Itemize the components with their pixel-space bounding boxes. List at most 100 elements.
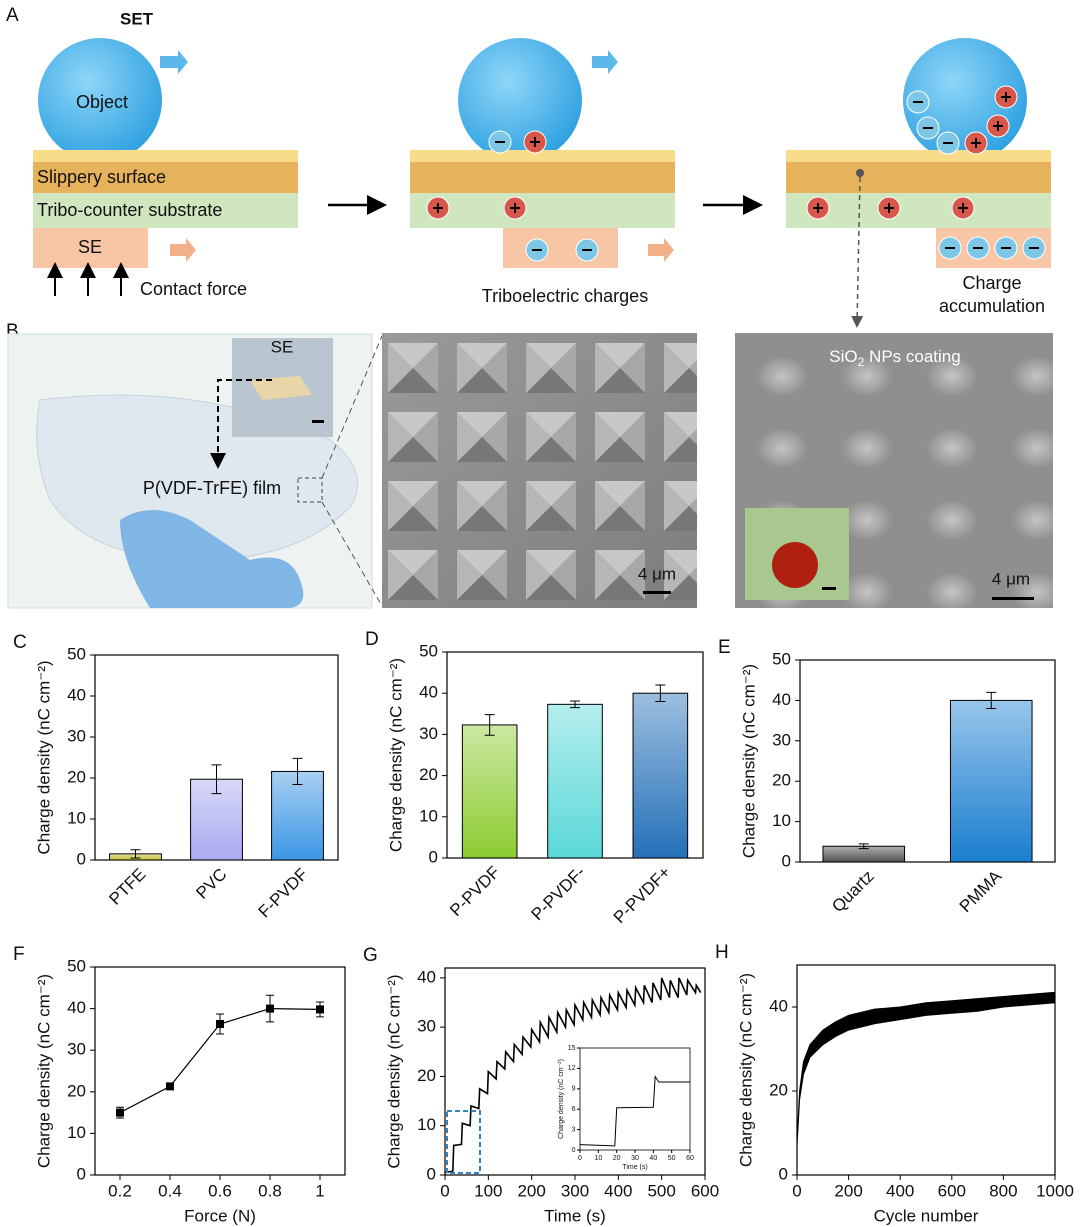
substrate-layer (33, 193, 298, 228)
error-bar (858, 843, 869, 850)
bar (632, 692, 689, 859)
y-tick-label: 20 (67, 767, 86, 786)
y-tick-label: 0 (779, 1164, 788, 1183)
inset-line (579, 1075, 690, 1147)
x-tick-label: 30 (631, 1155, 639, 1162)
positive-charge (964, 131, 988, 155)
y-tick-label: 6 (572, 1106, 576, 1113)
bar (461, 724, 518, 859)
y-tick-label: 20 (769, 1080, 788, 1099)
y-tick-label: 20 (417, 1066, 436, 1085)
bar (949, 699, 1033, 863)
accumulation-label: accumulation (939, 296, 1045, 316)
x-tick-label: 0 (440, 1181, 449, 1200)
inset-x-label: Time (s) (622, 1164, 647, 1171)
y-tick-label: 50 (67, 644, 86, 663)
panel-label: C (13, 632, 27, 653)
sem-coating: 4 μm SiO2 NPs coating (735, 333, 1053, 608)
x-tick-label: 10 (594, 1155, 602, 1162)
motion-arrow (592, 50, 618, 74)
error-bar (484, 714, 495, 736)
probe-dot (856, 169, 864, 177)
x-tick-label: P-PVDF+ (610, 863, 675, 928)
y-tick-label: 0 (427, 1164, 436, 1183)
marker (216, 1019, 224, 1028)
marker (116, 1108, 124, 1117)
y-tick-label: 50 (772, 649, 791, 668)
negative-charge (938, 236, 962, 260)
x-tick-label: 0.8 (258, 1181, 282, 1200)
positive-charge (951, 196, 975, 220)
positive-charge (523, 130, 547, 154)
motion-arrow (160, 50, 188, 74)
bar (271, 770, 324, 861)
x-tick-label: 50 (668, 1155, 676, 1162)
x-tick-label: 60 (686, 1155, 694, 1162)
y-tick-label: 15 (568, 1045, 576, 1052)
y-tick-label: 50 (419, 641, 438, 660)
y-tick-label: 12 (568, 1065, 576, 1072)
object (38, 38, 162, 162)
error-bar (655, 684, 666, 702)
y-axis-label: Charge density (nC cm⁻²) (739, 664, 758, 858)
positive-charge (994, 85, 1018, 109)
accumulation-label: Charge (962, 273, 1021, 293)
object-label: Object (76, 92, 128, 112)
x-tick-label: 800 (989, 1181, 1017, 1200)
coating-label: SiO2 NPs coating (829, 347, 960, 369)
x-axis-label: Force (N) (184, 1206, 256, 1225)
x-tick-label: 0 (792, 1181, 801, 1200)
y-axis-label: Charge density (nC cm⁻²) (384, 974, 403, 1168)
motion-arrow (170, 238, 196, 262)
x-tick-label: 1000 (1036, 1181, 1074, 1200)
coating-subscript: 2 (858, 355, 865, 369)
y-axis-label: Charge density (nC cm⁻²) (386, 658, 405, 852)
positive-charge (877, 196, 901, 220)
positive-charge (986, 114, 1010, 138)
positive-charge (503, 196, 527, 220)
x-tick-label: 40 (649, 1155, 657, 1162)
x-tick-label: 100 (474, 1181, 502, 1200)
se-layer (33, 228, 148, 268)
motion-arrow (648, 238, 674, 262)
y-tick-label: 40 (772, 690, 791, 709)
force-label: Contact force (140, 279, 247, 299)
error-bar (570, 700, 580, 709)
negative-charge (936, 131, 960, 155)
data-line (444, 977, 702, 1174)
sem-pyramids: 4 μm (382, 333, 697, 608)
object (458, 38, 582, 162)
y-tick-label: 0 (77, 1164, 86, 1183)
y-tick-label: 40 (67, 685, 86, 704)
stage-2: Triboelectric charges (410, 38, 675, 306)
marker (316, 1005, 324, 1014)
y-tick-label: 0 (429, 847, 438, 866)
scale-label: 4 μm (992, 569, 1030, 588)
negative-charge (575, 238, 599, 262)
y-tick-label: 30 (67, 726, 86, 745)
substrate-layer (410, 193, 675, 228)
film-label: P(VDF-TrFE) film (143, 478, 281, 498)
y-tick-label: 30 (67, 1040, 86, 1059)
y-tick-label: 20 (772, 771, 791, 790)
pointer (210, 379, 272, 469)
negative-charge (488, 130, 512, 154)
x-axis-label: Time (s) (544, 1206, 606, 1225)
slippery-layer (33, 162, 298, 193)
negative-charge (906, 90, 930, 114)
panel-label: E (718, 637, 731, 658)
zoom-box (297, 477, 323, 503)
y-tick-label: 0 (77, 849, 86, 868)
y-tick-label: 40 (417, 967, 436, 986)
scale-bar (992, 597, 1034, 600)
inset-y-label: Charge density (nC cm⁻²) (558, 1059, 565, 1139)
y-tick-label: 10 (417, 1115, 436, 1134)
panel-label: H (715, 942, 729, 963)
x-tick-label: 500 (647, 1181, 675, 1200)
y-tick-label: 20 (419, 765, 438, 784)
marker (166, 1082, 174, 1091)
y-tick-label: 50 (67, 956, 86, 975)
negative-charge (966, 236, 990, 260)
error-bar (211, 764, 222, 795)
